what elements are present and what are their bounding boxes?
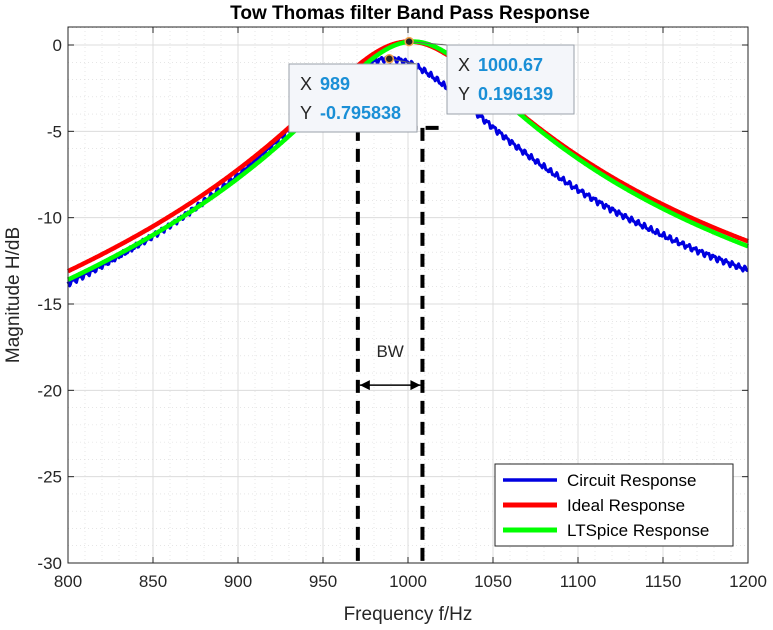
y-tick-label: -15 xyxy=(37,295,62,314)
x-tick-label: 1150 xyxy=(645,572,682,591)
y-axis-label: Magnitude H/dB xyxy=(3,227,24,363)
y-tick-label: -30 xyxy=(37,554,62,573)
datatip-marker[interactable] xyxy=(384,53,395,64)
legend-label: Ideal Response xyxy=(567,496,685,515)
datatip-leader xyxy=(409,41,448,46)
legend-label: LTSpice Response xyxy=(567,521,709,540)
bw-arrow-head-right xyxy=(410,380,421,391)
chart-title: Tow Thomas filter Band Pass Response xyxy=(230,3,590,24)
x-tick-label: 900 xyxy=(224,572,252,591)
annotations: BW xyxy=(355,125,446,563)
x-tick-label: 1050 xyxy=(474,572,512,591)
datatip-y-value: 0.196139 xyxy=(478,84,553,104)
x-tick-label: 1000 xyxy=(389,572,427,591)
x-tick-label: 800 xyxy=(54,572,82,591)
datatip[interactable]: X 989 Y -0.795838 xyxy=(288,53,418,133)
legend: Circuit Response Ideal Response LTSpice Re… xyxy=(494,463,734,547)
datatip-x-value: 989 xyxy=(320,74,350,94)
datatip-x-label: X xyxy=(300,74,312,94)
bw-label: BW xyxy=(376,342,403,361)
x-tick-label: 1200 xyxy=(729,572,767,591)
datatip-x-label: X xyxy=(458,55,470,75)
datatip[interactable]: X 1000.67 Y 0.196139 xyxy=(404,36,575,115)
y-tick-label: -5 xyxy=(47,122,62,141)
datatip-y-value: -0.795838 xyxy=(320,103,401,123)
y-tick-label: 0 xyxy=(53,36,62,55)
y-tick-label: -25 xyxy=(37,468,62,487)
y-tick-label: -20 xyxy=(37,381,62,400)
legend-label: Circuit Response xyxy=(567,471,696,490)
y-tick-label: -10 xyxy=(37,209,62,228)
x-axis: 800 850 900 950 1000 1050 1100 1150 1200 xyxy=(54,27,767,591)
y-axis: -30 -25 -20 -15 -10 -5 0 xyxy=(37,36,748,573)
datatip-x-value: 1000.67 xyxy=(478,55,543,75)
datatip-box xyxy=(446,44,575,115)
x-tick-label: 850 xyxy=(139,572,167,591)
datatip-box xyxy=(288,63,418,133)
bw-arrow-head-left xyxy=(359,380,370,391)
datatip-y-label: Y xyxy=(458,84,470,104)
x-tick-label: 950 xyxy=(309,572,337,591)
x-tick-label: 1100 xyxy=(560,572,597,591)
datatip-marker[interactable] xyxy=(404,36,414,47)
x-axis-label: Frequency f/Hz xyxy=(344,604,473,625)
datatip-y-label: Y xyxy=(300,103,312,123)
datatips: X 989 Y -0.795838 X 1000.67 Y 0.196139 xyxy=(288,36,575,133)
